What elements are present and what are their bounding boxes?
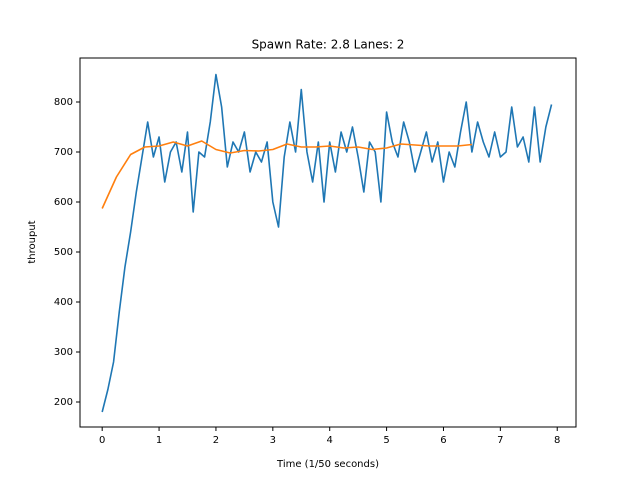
x-tick-label: 3: [270, 435, 276, 446]
plot-frame: [79, 57, 577, 428]
x-tick-label: 8: [554, 435, 560, 446]
x-tick-label: 5: [383, 435, 389, 446]
x-tick-label: 4: [327, 435, 333, 446]
chart-title: Spawn Rate: 2.8 Lanes: 2: [252, 38, 405, 52]
y-tick-label: 700: [54, 147, 73, 158]
y-tick-label: 400: [54, 297, 73, 308]
x-tick-label: 1: [156, 435, 162, 446]
line-series: [101, 140, 472, 209]
x-tick-label: 7: [497, 435, 503, 446]
y-tick-label: 300: [54, 347, 73, 358]
x-tick-label: 0: [99, 435, 105, 446]
x-tick-label: 2: [213, 435, 219, 446]
y-tick-label: 800: [54, 97, 73, 108]
x-tick-label: 6: [440, 435, 446, 446]
y-tick-label: 500: [54, 247, 73, 258]
y-tick-label: 600: [54, 197, 73, 208]
y-tick-label: 200: [54, 397, 73, 408]
x-axis-label: Time (1/50 seconds): [276, 459, 379, 470]
line-series: [101, 73, 553, 413]
y-axis-label: throuput: [27, 220, 38, 263]
